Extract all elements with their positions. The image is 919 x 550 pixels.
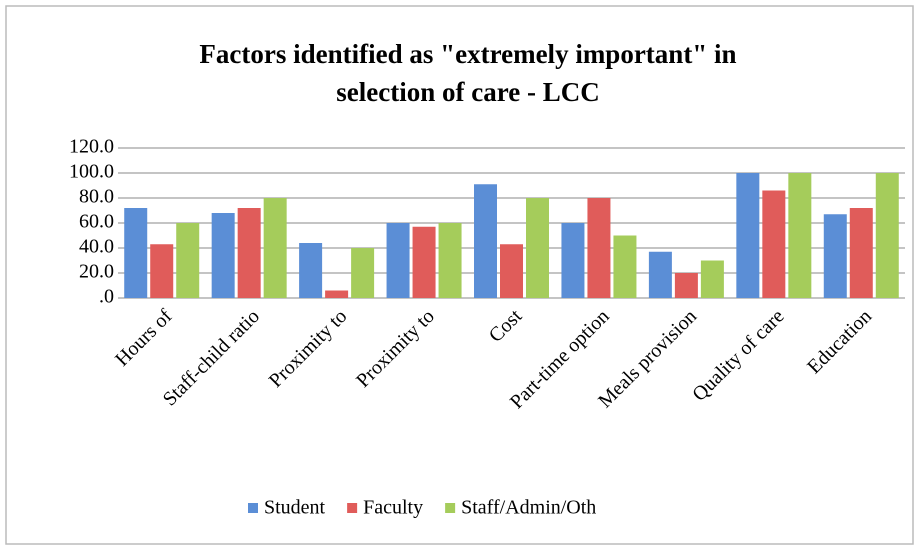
chart-title: Factors identified as "extremely importa… [199,39,736,69]
bar [474,184,497,298]
bar [325,290,349,298]
bar [150,244,174,298]
bar [211,213,235,298]
bar [587,198,611,298]
legend-swatch [445,503,456,513]
bar [412,226,436,298]
bar [438,223,462,298]
legend-swatch [248,503,258,513]
bar [648,251,672,298]
y-tick-label: 40.0 [79,236,114,258]
bar [176,223,200,298]
y-tick-label: 120.0 [69,136,114,158]
bar [500,244,523,298]
bar [762,190,786,298]
y-tick-label: .0 [99,286,114,308]
bar [736,173,760,298]
y-tick-label: 100.0 [69,161,114,183]
bar [299,243,323,298]
legend-label: Student [264,497,326,519]
bar [351,248,375,298]
bar [875,173,899,298]
chart-subtitle: selection of care - LCC [336,77,599,107]
bar [124,208,148,298]
bar [561,223,585,298]
y-tick-label: 80.0 [79,186,114,208]
bar [788,173,812,298]
y-tick-label: 20.0 [79,261,114,283]
bar [849,208,873,298]
bar [613,235,637,298]
legend-swatch [347,503,358,513]
bar [237,208,261,298]
bar [700,260,724,298]
bar [823,214,847,298]
bar [674,273,698,298]
legend-label: Faculty [363,497,423,519]
legend-label: Staff/Admin/Oth [461,497,596,519]
bar [263,198,287,298]
y-tick-label: 60.0 [79,211,114,233]
bar [526,198,549,298]
bar [386,223,410,298]
